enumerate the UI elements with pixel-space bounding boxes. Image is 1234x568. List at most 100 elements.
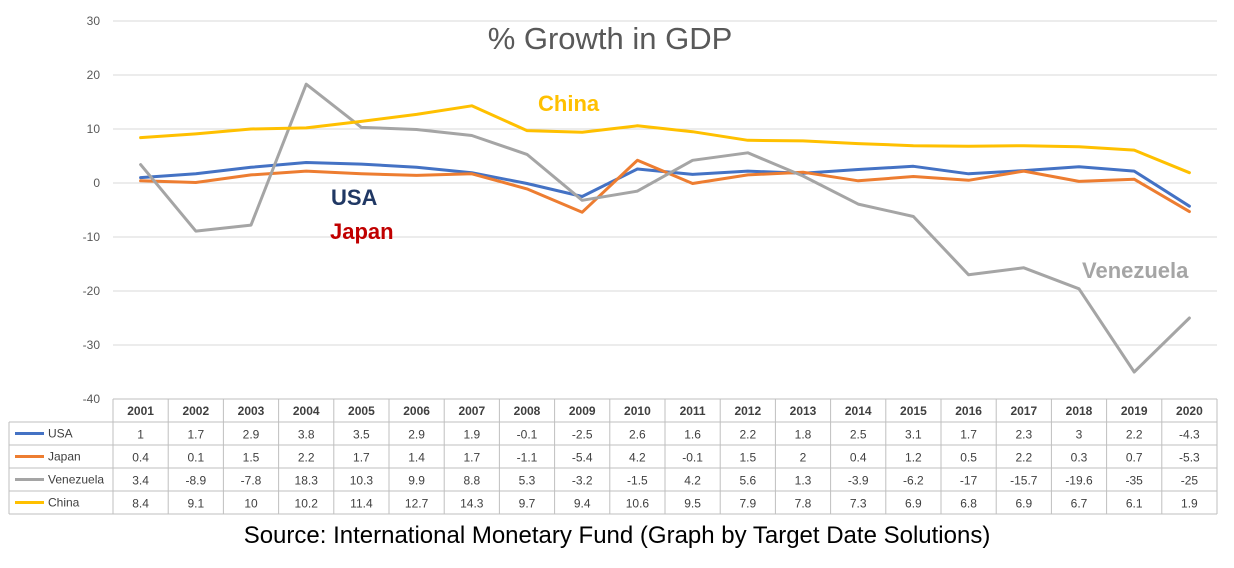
table-cell: -35 <box>1126 474 1144 488</box>
x-tick-label: 2020 <box>1176 404 1203 418</box>
table-cell: -0.1 <box>682 451 703 465</box>
x-tick-label: 2009 <box>569 404 596 418</box>
table-cell: -1.1 <box>517 451 538 465</box>
table-cell: 0.4 <box>132 451 149 465</box>
x-tick-label: 2001 <box>127 404 154 418</box>
chart-title: % Growth in GDP <box>488 21 733 56</box>
x-tick-label: 2002 <box>182 404 209 418</box>
table-cell: -7.8 <box>241 474 262 488</box>
table-cell: -25 <box>1181 474 1199 488</box>
table-cell: 2.5 <box>850 428 867 442</box>
x-tick-label: 2003 <box>238 404 265 418</box>
table-cell: 5.6 <box>739 474 756 488</box>
y-tick-label: 10 <box>87 122 101 136</box>
table-cell: 6.8 <box>960 497 977 511</box>
table-cell: 10.6 <box>626 497 650 511</box>
table-cell: 2.9 <box>408 428 425 442</box>
annotation-japan: Japan <box>330 219 394 244</box>
legend-label: Japan <box>48 450 81 464</box>
legend-label: USA <box>48 427 73 441</box>
table-cell: -4.3 <box>1179 428 1200 442</box>
series-line-venezuela <box>139 82 1191 374</box>
x-tick-label: 2004 <box>293 404 320 418</box>
x-tick-label: 2017 <box>1010 404 1037 418</box>
table-cell: 1.7 <box>187 428 204 442</box>
table-cell: 1.6 <box>684 428 701 442</box>
table-cell: 0.1 <box>187 451 204 465</box>
table-cell: -8.9 <box>185 474 206 488</box>
table-cell: 9.1 <box>187 497 204 511</box>
table-cell: 2.6 <box>629 428 646 442</box>
x-tick-label: 2015 <box>900 404 927 418</box>
table-cell: 2 <box>800 451 807 465</box>
legend-label: China <box>48 496 80 510</box>
table-cell: 10.2 <box>295 497 319 511</box>
table-cell: 2.2 <box>739 428 756 442</box>
x-tick-label: 2013 <box>790 404 817 418</box>
y-tick-label: -20 <box>83 284 101 298</box>
table-cell: 1.9 <box>463 428 480 442</box>
table-cell: 9.9 <box>408 474 425 488</box>
table-cell: 2.9 <box>243 428 260 442</box>
table-cell: 2.3 <box>1015 428 1032 442</box>
x-tick-label: 2019 <box>1121 404 1148 418</box>
table-cell: 10.3 <box>350 474 374 488</box>
y-tick-label: 30 <box>87 14 101 28</box>
table-cell: -3.2 <box>572 474 593 488</box>
table-cell: 10 <box>244 497 258 511</box>
x-tick-label: 2007 <box>458 404 485 418</box>
table-cell: 2.2 <box>1126 428 1143 442</box>
table-cell: 7.3 <box>850 497 867 511</box>
table-cell: 6.7 <box>1071 497 1088 511</box>
source-caption: Source: International Monetary Fund (Gra… <box>243 522 991 549</box>
table-cell: 0.4 <box>850 451 867 465</box>
table-cell: 7.8 <box>795 497 812 511</box>
table-cell: -19.6 <box>1065 474 1093 488</box>
annotation-usa: USA <box>331 185 378 210</box>
table-cell: 3.1 <box>905 428 922 442</box>
x-tick-label: 2014 <box>845 404 872 418</box>
table-cell: 3.5 <box>353 428 370 442</box>
table-cell: -6.2 <box>903 474 924 488</box>
table-cell: 1.3 <box>795 474 812 488</box>
table-cell: -5.3 <box>1179 451 1200 465</box>
legend-label: Venezuela <box>48 473 104 487</box>
table-cell: -3.9 <box>848 474 869 488</box>
table-cell: 1.4 <box>408 451 425 465</box>
table-cell: 1 <box>137 428 144 442</box>
table-cell: 0.7 <box>1126 451 1143 465</box>
table-cell: 2.2 <box>298 451 315 465</box>
table-cell: 6.9 <box>1015 497 1032 511</box>
table-cell: 3 <box>1076 428 1083 442</box>
x-tick-label: 2011 <box>680 404 706 418</box>
table-cell: 5.3 <box>519 474 536 488</box>
x-tick-label: 2012 <box>734 404 761 418</box>
table-cell: 1.2 <box>905 451 922 465</box>
table-cell: 1.5 <box>243 451 260 465</box>
table-cell: 1.7 <box>353 451 370 465</box>
table-cell: 3.4 <box>132 474 149 488</box>
y-tick-label: 20 <box>87 68 101 82</box>
table-cell: 4.2 <box>629 451 646 465</box>
x-tick-label: 2005 <box>348 404 375 418</box>
table-cell: 1.7 <box>960 428 977 442</box>
table-cell: 4.2 <box>684 474 701 488</box>
table-cell: 7.9 <box>739 497 756 511</box>
table-cell: 1.5 <box>739 451 756 465</box>
x-tick-label: 2018 <box>1066 404 1093 418</box>
series-line-usa <box>139 161 1191 208</box>
table-cell: 1.8 <box>795 428 812 442</box>
table-cell: -17 <box>960 474 978 488</box>
table-cell: -15.7 <box>1010 474 1038 488</box>
annotation-venezuela: Venezuela <box>1082 258 1189 283</box>
table-cell: 1.7 <box>463 451 480 465</box>
y-tick-label: -30 <box>83 338 101 352</box>
y-tick-label: -10 <box>83 230 101 244</box>
table-cell: 0.5 <box>960 451 977 465</box>
x-tick-label: 2006 <box>403 404 430 418</box>
table-cell: 11.4 <box>350 497 373 511</box>
series-line-china <box>139 104 1191 175</box>
table-cell: 14.3 <box>460 497 484 511</box>
table-cell: 8.8 <box>463 474 480 488</box>
